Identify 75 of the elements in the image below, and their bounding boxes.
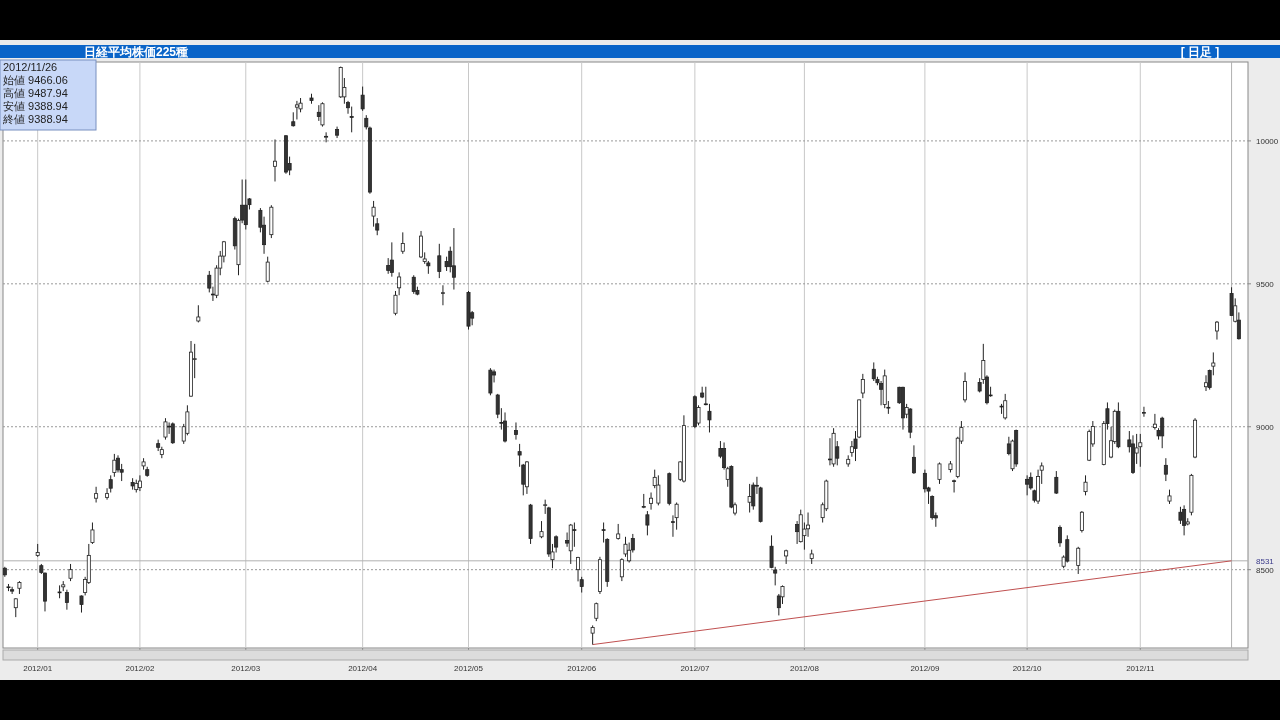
candlestick [645, 510, 650, 536]
candlestick [572, 522, 577, 548]
candlestick [1054, 470, 1059, 495]
candlestick [294, 100, 299, 120]
candlestick [1163, 457, 1168, 482]
annotation: 2012/11/26 [3, 61, 58, 73]
x-tick-label: 2012/06 [567, 664, 597, 673]
x-tick-label: 2012/01 [23, 664, 53, 673]
candlestick [360, 86, 365, 112]
candlestick [265, 256, 270, 283]
candlestick [963, 371, 967, 403]
candlestick [871, 361, 876, 382]
annotation: 安値 9388.94 [3, 100, 68, 112]
candlestick [1058, 524, 1062, 548]
y-tick-label: 9500 [1256, 279, 1275, 289]
x-tick-label: 2012/03 [231, 664, 261, 673]
candlestick [1076, 546, 1081, 575]
annotation: 始値 9466.06 [3, 74, 68, 86]
candlestick [952, 479, 957, 493]
candlestick [656, 474, 661, 506]
candlestick [488, 367, 493, 396]
candlestick [707, 403, 712, 433]
candlestick [393, 290, 398, 316]
y-tick-label: 10000 [1256, 136, 1279, 146]
candlestick [400, 231, 405, 255]
candlestick [371, 200, 376, 228]
candlestick [619, 557, 624, 582]
candlestick [784, 549, 789, 565]
candlestick [13, 597, 18, 618]
x-tick-label: 2012/05 [454, 664, 484, 673]
candlestick [90, 522, 95, 545]
annotation: 高値 9487.94 [3, 87, 68, 99]
candlestick [1083, 474, 1088, 496]
chart-subtitle: [ 日足 ] [1180, 45, 1220, 59]
candlestick [437, 243, 442, 279]
candlestick [1079, 510, 1084, 534]
candlestick [94, 486, 99, 503]
candlestick [514, 421, 518, 441]
candlestick [908, 407, 913, 439]
candlestick [860, 373, 865, 399]
candlestick [451, 227, 456, 291]
candlestick [163, 417, 168, 441]
candlestick [1065, 534, 1070, 564]
candlestick [324, 131, 329, 143]
candlestick [751, 481, 756, 511]
candlestick [1141, 406, 1146, 418]
candlestick [649, 492, 654, 511]
annotation: 終値 9388.94 [2, 113, 68, 125]
ref-line-label: 8531 [1256, 556, 1275, 566]
x-tick-label: 2012/10 [1012, 664, 1043, 673]
candlestick [273, 138, 277, 182]
candlestick [397, 271, 402, 296]
y-tick-label: 8500 [1256, 565, 1275, 575]
x-tick-label: 2012/08 [789, 664, 820, 673]
x-tick-label: 2012/11 [1126, 664, 1156, 673]
x-tick-label: 2012/09 [910, 664, 940, 673]
x-tick-label: 2012/07 [680, 664, 710, 673]
candlestick [590, 624, 595, 646]
candlestick [10, 586, 15, 595]
candlestick [441, 284, 445, 306]
candlestick [937, 461, 942, 485]
y-tick-label: 9000 [1256, 422, 1275, 432]
candlestick [922, 469, 927, 493]
candlestick [828, 437, 832, 466]
candlestick [349, 106, 354, 133]
candlestick [64, 589, 69, 611]
candlestick [747, 483, 752, 514]
candlestick [1138, 433, 1143, 468]
candlestick [170, 421, 175, 445]
chart-title: 日経平均株価225種 [84, 45, 189, 59]
x-tick-label: 2012/04 [348, 664, 378, 673]
candlestick [911, 444, 916, 475]
x-tick-label: 2012/02 [125, 664, 155, 673]
candlestick [503, 411, 507, 443]
candlestick [1152, 413, 1157, 431]
